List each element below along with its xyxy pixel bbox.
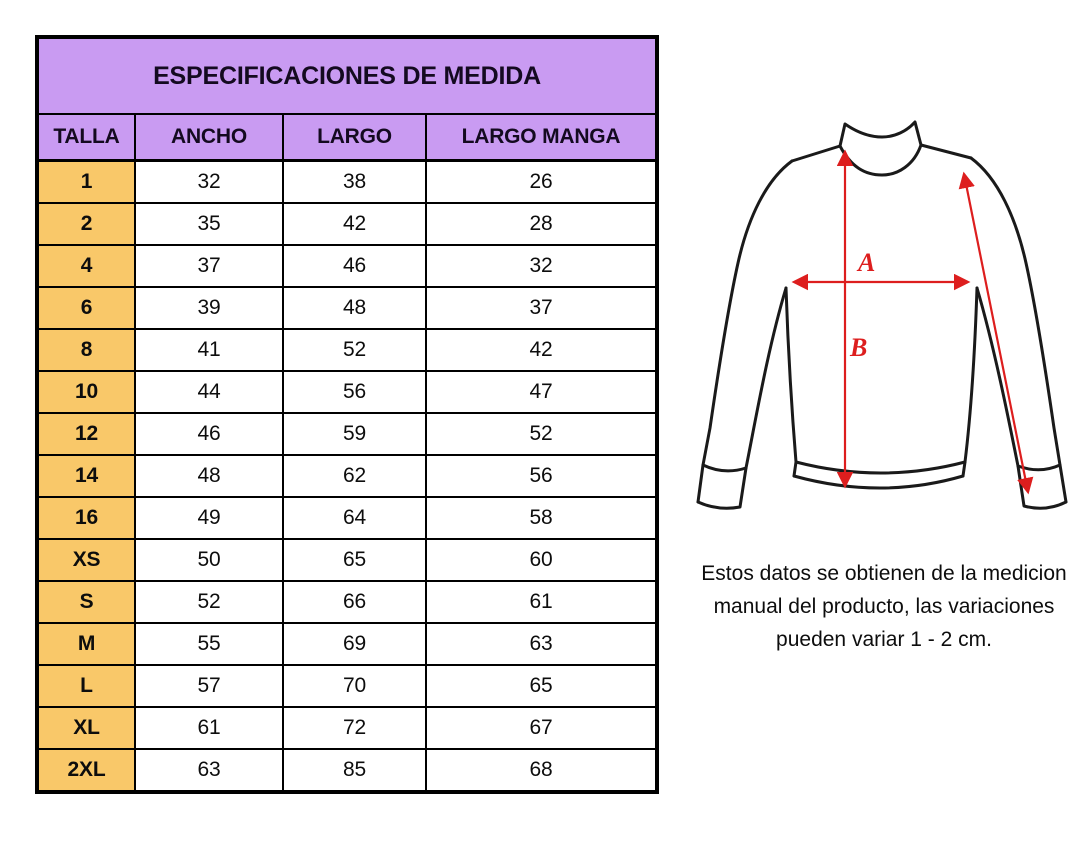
measure-cell-ancho: 52 bbox=[134, 580, 284, 624]
measure-cell-largo: 64 bbox=[282, 496, 427, 540]
table-row: XL 61 72 67 bbox=[36, 706, 659, 750]
table-row: 1 32 38 26 bbox=[36, 159, 659, 204]
measure-cell-largo: 72 bbox=[282, 706, 427, 750]
size-label-cell: S bbox=[36, 580, 136, 624]
measure-cell-manga: 32 bbox=[424, 244, 659, 288]
size-label-cell: 4 bbox=[36, 244, 136, 288]
table-row: 8 41 52 42 bbox=[36, 328, 659, 372]
table-row: 6 39 48 37 bbox=[36, 286, 659, 330]
measure-cell-largo: 46 bbox=[282, 244, 427, 288]
sweater-outline-icon bbox=[696, 120, 1068, 510]
measure-cell-ancho: 46 bbox=[134, 412, 284, 456]
measure-cell-largo: 52 bbox=[282, 328, 427, 372]
size-label-cell: 8 bbox=[36, 328, 136, 372]
measure-cell-ancho: 37 bbox=[134, 244, 284, 288]
table-row: XS 50 65 60 bbox=[36, 538, 659, 582]
table-row: 12 46 59 52 bbox=[36, 412, 659, 456]
table-row: 14 48 62 56 bbox=[36, 454, 659, 498]
measure-cell-manga: 67 bbox=[424, 706, 659, 750]
measure-cell-ancho: 32 bbox=[134, 159, 284, 204]
size-label-cell: M bbox=[36, 622, 136, 666]
table-row: M 55 69 63 bbox=[36, 622, 659, 666]
measure-cell-ancho: 55 bbox=[134, 622, 284, 666]
measure-cell-largo: 62 bbox=[282, 454, 427, 498]
measure-cell-largo: 70 bbox=[282, 664, 427, 708]
measure-cell-ancho: 35 bbox=[134, 202, 284, 246]
measure-cell-ancho: 41 bbox=[134, 328, 284, 372]
measure-cell-manga: 37 bbox=[424, 286, 659, 330]
size-spec-table: ESPECIFICACIONES DE MEDIDA TALLA ANCHO L… bbox=[35, 35, 660, 794]
measure-cell-manga: 60 bbox=[424, 538, 659, 582]
table-row: 10 44 56 47 bbox=[36, 370, 659, 414]
measure-cell-manga: 68 bbox=[424, 748, 659, 793]
size-label-cell: 10 bbox=[36, 370, 136, 414]
measure-cell-ancho: 49 bbox=[134, 496, 284, 540]
measure-cell-largo: 56 bbox=[282, 370, 427, 414]
table-row: 2XL 63 85 68 bbox=[36, 748, 659, 793]
table-row: 2 35 42 28 bbox=[36, 202, 659, 246]
measure-cell-largo: 48 bbox=[282, 286, 427, 330]
measurement-note: Estos datos se obtienen de la medicion m… bbox=[688, 557, 1080, 656]
measure-cell-manga: 63 bbox=[424, 622, 659, 666]
measure-cell-manga: 52 bbox=[424, 412, 659, 456]
table-row: S 52 66 61 bbox=[36, 580, 659, 624]
measure-cell-largo: 65 bbox=[282, 538, 427, 582]
col-header-ancho: ANCHO bbox=[134, 113, 284, 162]
measure-cell-ancho: 61 bbox=[134, 706, 284, 750]
measure-cell-manga: 42 bbox=[424, 328, 659, 372]
measure-cell-manga: 47 bbox=[424, 370, 659, 414]
measure-cell-ancho: 57 bbox=[134, 664, 284, 708]
measure-cell-ancho: 63 bbox=[134, 748, 284, 793]
size-label-cell: XS bbox=[36, 538, 136, 582]
col-header-talla: TALLA bbox=[36, 113, 136, 162]
measure-cell-manga: 61 bbox=[424, 580, 659, 624]
measurement-diagram: A B bbox=[688, 118, 1080, 542]
measure-cell-ancho: 48 bbox=[134, 454, 284, 498]
measure-cell-manga: 58 bbox=[424, 496, 659, 540]
size-label-cell: 2 bbox=[36, 202, 136, 246]
table-header-row: TALLA ANCHO LARGO LARGO MANGA bbox=[36, 113, 659, 162]
label-b: B bbox=[849, 333, 867, 362]
measure-cell-largo: 66 bbox=[282, 580, 427, 624]
note-line-1: Estos datos se obtienen de la medicion bbox=[701, 562, 1067, 585]
measure-cell-largo: 85 bbox=[282, 748, 427, 793]
label-a: A bbox=[856, 248, 875, 277]
measure-cell-ancho: 50 bbox=[134, 538, 284, 582]
size-label-cell: 6 bbox=[36, 286, 136, 330]
table-row: 16 49 64 58 bbox=[36, 496, 659, 540]
size-label-cell: XL bbox=[36, 706, 136, 750]
measure-cell-largo: 59 bbox=[282, 412, 427, 456]
measure-cell-ancho: 39 bbox=[134, 286, 284, 330]
size-label-cell: 2XL bbox=[36, 748, 136, 793]
note-line-2: manual del producto, las variaciones bbox=[713, 595, 1055, 618]
sweater-diagram-svg: A B bbox=[696, 120, 1068, 510]
size-label-cell: 14 bbox=[36, 454, 136, 498]
table-title: ESPECIFICACIONES DE MEDIDA bbox=[35, 36, 659, 115]
sleeve-length-arrow bbox=[958, 171, 1034, 495]
measure-cell-ancho: 44 bbox=[134, 370, 284, 414]
title-row: ESPECIFICACIONES DE MEDIDA bbox=[35, 36, 659, 115]
measure-cell-manga: 28 bbox=[424, 202, 659, 246]
measure-cell-largo: 38 bbox=[282, 159, 427, 204]
table-row: L 57 70 65 bbox=[36, 664, 659, 708]
measure-cell-largo: 42 bbox=[282, 202, 427, 246]
note-line-3: pueden variar 1 - 2 cm. bbox=[776, 628, 992, 651]
measure-cell-manga: 65 bbox=[424, 664, 659, 708]
col-header-largo-manga: LARGO MANGA bbox=[424, 113, 659, 162]
size-label-cell: 16 bbox=[36, 496, 136, 540]
size-label-cell: 12 bbox=[36, 412, 136, 456]
size-table-body: 1 32 38 26 2 35 42 28 4 37 46 32 6 39 48 37 8 41 52 42 10 44 5… bbox=[36, 159, 659, 793]
measure-cell-manga: 26 bbox=[424, 159, 659, 204]
table-row: 4 37 46 32 bbox=[36, 244, 659, 288]
size-label-cell: 1 bbox=[36, 159, 136, 204]
measure-cell-largo: 69 bbox=[282, 622, 427, 666]
col-header-largo: LARGO bbox=[282, 113, 427, 162]
size-label-cell: L bbox=[36, 664, 136, 708]
measure-cell-manga: 56 bbox=[424, 454, 659, 498]
